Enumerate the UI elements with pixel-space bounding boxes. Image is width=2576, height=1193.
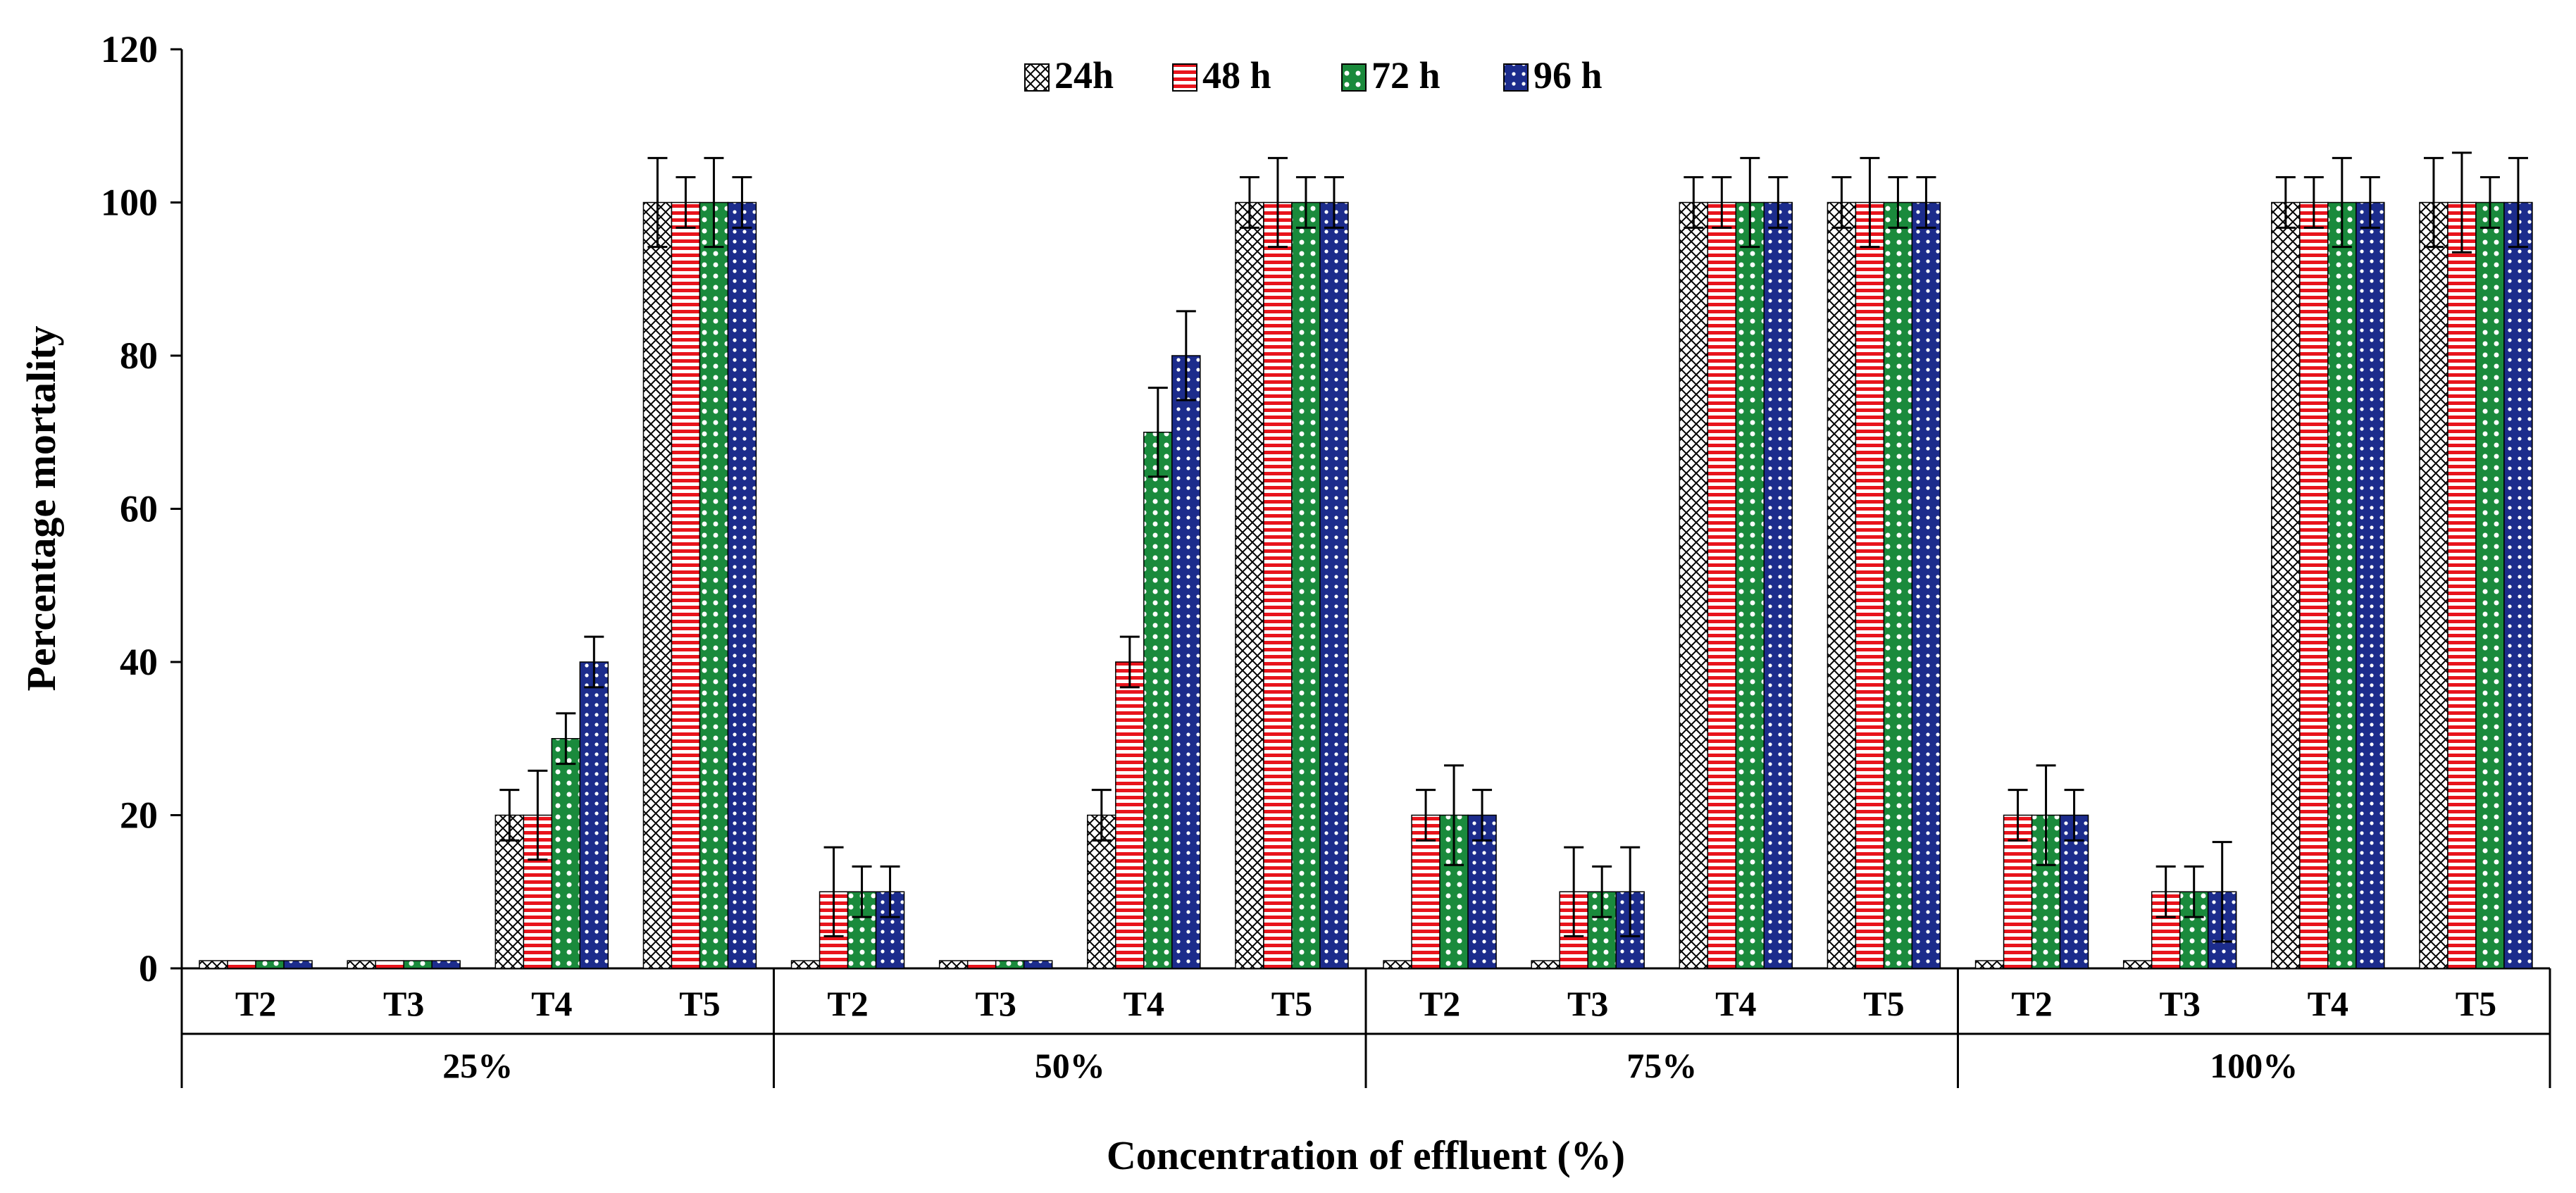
bar-72h [1883, 201, 1913, 969]
bar-96h [2356, 201, 2385, 969]
legend-swatch-24h [1024, 63, 1050, 92]
x-tick-label: T2 [1419, 984, 1460, 1023]
bar-96h [1023, 960, 1053, 969]
bar-96h [1763, 201, 1793, 969]
bar-48h [1855, 201, 1885, 969]
legend-label: 96 h [1533, 54, 1603, 96]
y-tick-label: 40 [120, 641, 158, 683]
group-label: 25% [442, 1046, 513, 1085]
x-tick-label: T5 [2456, 984, 2496, 1023]
bar-24h [642, 201, 673, 969]
bar-24h [1235, 201, 1264, 969]
x-axis-title: Concentration of effluent (%) [1107, 1132, 1625, 1178]
legend-label: 48 h [1202, 54, 1271, 96]
bar-48h [2299, 201, 2329, 969]
x-tick-label: T2 [827, 984, 868, 1023]
legend-label: 24h [1054, 54, 1114, 96]
bar-series [199, 201, 2533, 969]
x-tick-label: T3 [2160, 984, 2201, 1023]
bar-96h [431, 960, 461, 969]
x-tick-label: T4 [1124, 984, 1164, 1023]
group-label: 100% [2210, 1046, 2298, 1085]
bar-24h [790, 960, 821, 969]
x-tick-label: T5 [1863, 984, 1904, 1023]
bar-72h [1143, 432, 1173, 969]
bar-96h [579, 661, 609, 969]
bar-72h [551, 738, 581, 969]
bar-72h [995, 960, 1025, 969]
bar-48h [375, 960, 404, 969]
bar-48h [1263, 201, 1293, 969]
y-tick-label: 60 [120, 488, 158, 530]
bar-24h [938, 960, 969, 969]
error-bars [499, 151, 2528, 943]
x-tick-label: T4 [531, 984, 572, 1023]
x-tick-label: T4 [1715, 984, 1756, 1023]
x-tick-label: T3 [976, 984, 1016, 1023]
bar-72h [2327, 201, 2357, 969]
bar-24h [1531, 960, 1560, 969]
bar-48h [227, 960, 256, 969]
bar-24h [1974, 960, 2005, 969]
bar-96h [1171, 355, 1201, 969]
bar-96h [2503, 201, 2533, 969]
bar-96h [1319, 201, 1349, 969]
x-tick-label: T5 [679, 984, 720, 1023]
bar-72h [255, 960, 285, 969]
x-tick-label: T5 [1271, 984, 1312, 1023]
legend-swatch-96h [1503, 63, 1529, 92]
bar-24h [1383, 960, 1412, 969]
y-tick-label: 0 [139, 947, 158, 989]
bar-48h [671, 201, 701, 969]
bar-48h [1115, 661, 1145, 969]
bar-96h [283, 960, 313, 969]
y-axis-ticks: 0 20 40 60 80 100 120 [101, 28, 182, 989]
x-tick-label: T2 [235, 984, 276, 1023]
legend-swatch-72h [1341, 63, 1367, 92]
x-tick-label: T4 [2308, 984, 2348, 1023]
bar-24h [2271, 201, 2301, 969]
x-tick-label: T2 [2011, 984, 2052, 1023]
y-tick-label: 80 [120, 335, 158, 377]
bar-24h [199, 960, 228, 969]
group-label: 50% [1035, 1046, 1105, 1085]
y-tick-label: 100 [101, 182, 158, 224]
y-axis-title: Percentage mortality [18, 325, 64, 691]
legend-label: 72 h [1371, 54, 1441, 96]
x-tick-label: T3 [383, 984, 424, 1023]
bar-72h [1291, 201, 1321, 969]
bar-48h [1707, 201, 1737, 969]
bar-24h [1679, 201, 1709, 969]
bar-24h [2419, 201, 2449, 969]
bar-24h [2122, 960, 2153, 969]
y-tick-label: 20 [120, 794, 158, 837]
bar-48h [966, 960, 997, 969]
x-tick-label: T3 [1567, 984, 1608, 1023]
bar-24h [1827, 201, 1857, 969]
x-axis-categories: T2 T3 T4 T5 T2 T3 T4 T5 T2 T3 T4 T5 T2 T3 T4 T5 25% 50% 75… [180, 968, 2551, 1088]
legend: 24h 48 h 72 h 96 h [1024, 54, 1603, 96]
bar-72h [403, 960, 433, 969]
bar-48h [2447, 201, 2477, 969]
bar-96h [1911, 201, 1941, 969]
bar-96h [727, 201, 757, 969]
legend-swatch-48h [1172, 63, 1197, 92]
bar-72h [699, 201, 729, 969]
y-tick-label: 120 [101, 28, 158, 70]
bar-72h [1735, 201, 1765, 969]
bar-72h [2475, 201, 2505, 969]
group-label: 75% [1626, 1046, 1697, 1085]
bar-24h [347, 960, 376, 969]
